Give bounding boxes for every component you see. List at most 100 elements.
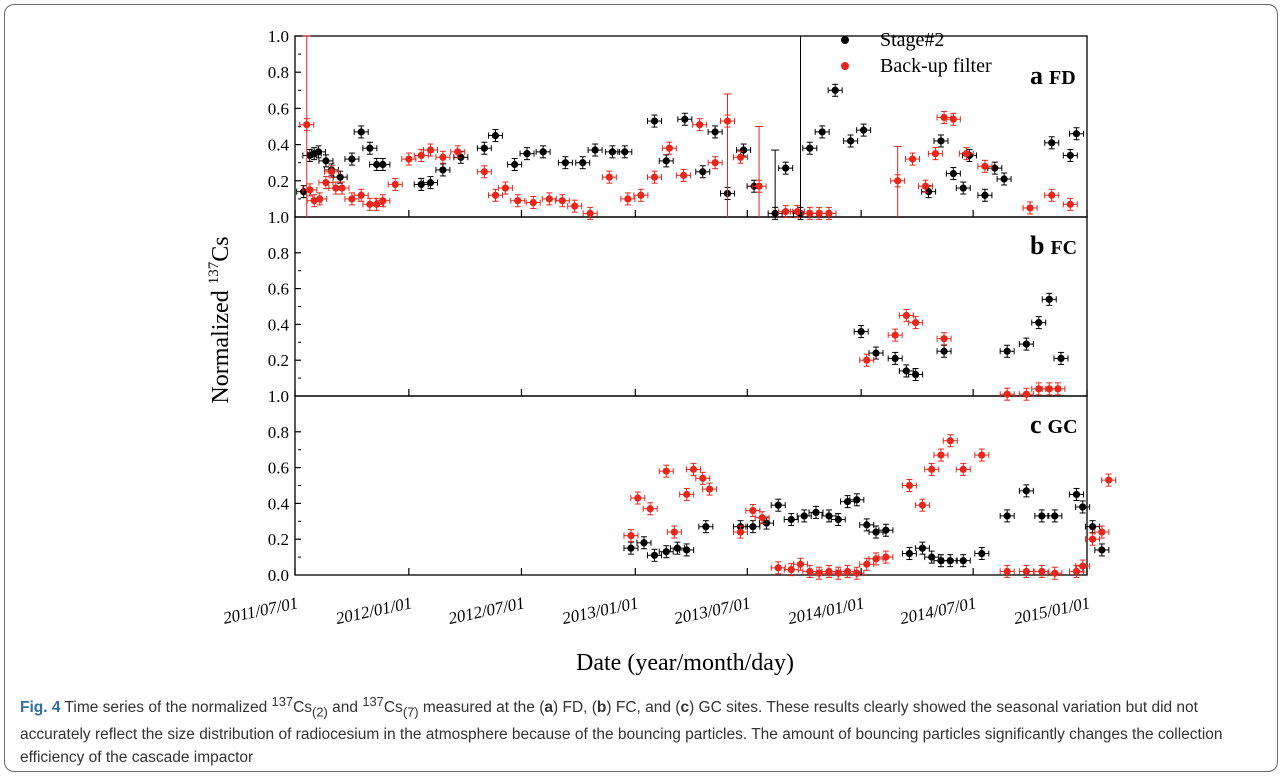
stage2-point-c [1018, 484, 1034, 498]
stage2-point-a [311, 145, 327, 159]
y-tick-label: 0.4 [268, 136, 290, 155]
data-marker [749, 506, 757, 515]
stage2-point-a [977, 188, 993, 202]
data-marker [1026, 204, 1034, 212]
data-marker [1035, 319, 1043, 327]
data-marker [872, 349, 880, 357]
data-marker [650, 173, 659, 181]
data-marker [529, 198, 537, 207]
data-marker [949, 115, 957, 123]
data-marker [650, 551, 659, 559]
stage2-point-a [575, 156, 591, 170]
stage2-point-c [849, 493, 865, 507]
backup-point-b [1050, 382, 1066, 396]
stage2-point-c [808, 505, 824, 519]
x-tick-label: 2013/07/01 [672, 593, 752, 628]
data-marker [1098, 528, 1106, 536]
stage2-point-a [843, 134, 859, 148]
data-marker [1079, 562, 1087, 570]
stage2-point-a [318, 154, 334, 168]
data-marker [857, 327, 865, 336]
backup-point-c [770, 561, 786, 575]
y-tick-label: 0.2 [268, 172, 289, 191]
data-marker [439, 153, 447, 161]
y-tick-label: 0.8 [268, 423, 289, 442]
data-marker [689, 465, 698, 473]
data-marker [949, 169, 957, 178]
data-marker [379, 160, 387, 169]
data-marker [480, 168, 488, 176]
data-marker [696, 121, 704, 129]
data-marker [662, 467, 670, 475]
figure-label: Fig. 4 [20, 699, 61, 717]
y-tick-label: 0.6 [268, 99, 289, 118]
caption-sub-2: (7) [402, 704, 419, 720]
stage2-point-a [814, 125, 830, 139]
data-marker [825, 209, 833, 217]
y-tick-label: 0.8 [268, 244, 289, 263]
x-tick-label: 2012/01/01 [334, 593, 414, 628]
backup-point-c [658, 464, 674, 478]
backup-point-c [942, 434, 958, 448]
backup-point-c [924, 462, 940, 476]
data-marker [699, 168, 707, 176]
backup-point-c [1068, 564, 1084, 578]
stage2-point-c [783, 513, 799, 527]
data-marker [480, 144, 488, 152]
stage2-point-a [604, 145, 620, 159]
data-marker [705, 485, 714, 493]
backup-point-c [974, 448, 990, 462]
stage2-point-c [1075, 500, 1091, 514]
backup-point-a [324, 165, 340, 179]
caption-sup-2: 137 [362, 694, 384, 709]
figure-frame [4, 4, 1278, 772]
data-marker [758, 514, 766, 522]
data-marker [627, 532, 635, 540]
stage2-point-a [362, 141, 378, 155]
backup-point-a [676, 168, 692, 182]
data-marker [1000, 175, 1008, 183]
stage2-point-a [933, 134, 949, 148]
stage2-point-c [679, 543, 695, 557]
stage2-point-a [707, 125, 723, 139]
backup-point-c [1047, 566, 1063, 580]
stage2-point-c [1047, 509, 1063, 523]
data-marker [882, 553, 890, 561]
y-tick-label: 0.2 [268, 351, 289, 370]
backup-point-c [1034, 564, 1050, 578]
backup-point-a [1062, 197, 1078, 211]
data-marker [683, 490, 691, 499]
data-marker [882, 526, 890, 534]
backup-point-c [702, 482, 718, 496]
stage2-point-a [476, 141, 492, 155]
backup-point-a [567, 199, 583, 213]
data-marker [379, 197, 387, 205]
data-marker [891, 331, 899, 339]
data-marker [683, 546, 691, 554]
data-marker [863, 356, 871, 364]
data-marker [959, 184, 967, 192]
data-marker [912, 370, 920, 379]
data-marker [853, 569, 861, 577]
backup-point-c [793, 557, 809, 571]
data-marker [327, 168, 336, 176]
data-marker [501, 184, 509, 192]
panel-frame-c [294, 395, 1088, 576]
data-marker [662, 548, 670, 556]
backup-point-a [918, 179, 934, 193]
backup-point-c [695, 471, 711, 485]
stage2-point-b [1018, 337, 1034, 351]
data-marker [1048, 139, 1056, 147]
data-marker [815, 209, 823, 217]
data-marker [959, 557, 967, 565]
data-marker [782, 207, 790, 216]
data-marker [912, 319, 920, 327]
data-marker [634, 494, 642, 502]
data-marker [322, 157, 330, 165]
data-marker [373, 200, 381, 208]
x-tick-label: 2011/07/01 [221, 593, 299, 627]
data-marker [621, 148, 629, 156]
stage2-point-a [827, 83, 843, 97]
panel-letter: c [1030, 410, 1042, 439]
caption-cs-2: Cs [383, 699, 403, 717]
